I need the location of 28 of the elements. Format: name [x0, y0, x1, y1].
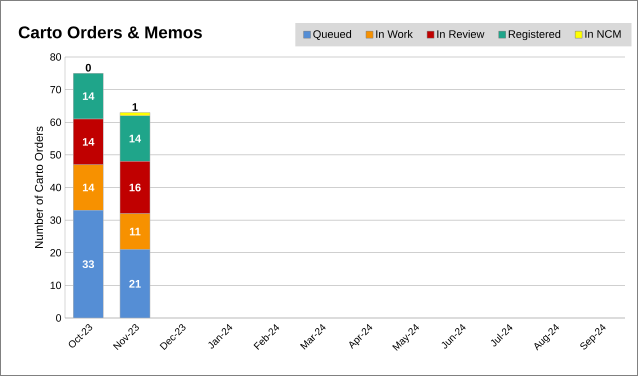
- data-label: 11: [130, 228, 140, 236]
- data-label: 14: [82, 184, 94, 192]
- data-label: 14: [82, 92, 94, 100]
- y-tick-label: 80: [50, 53, 62, 61]
- bar: [73, 210, 104, 318]
- legend-label: In Review: [437, 30, 484, 38]
- y-tick-label: 40: [50, 184, 62, 192]
- data-label: 14: [82, 138, 94, 146]
- bar: [120, 249, 150, 318]
- legend-label: Registered: [508, 30, 560, 40]
- y-axis-title: Number of Carto Orders: [34, 126, 43, 248]
- legend-label: In Work: [376, 30, 413, 38]
- y-tick-label: 20: [50, 249, 62, 256]
- data-label: 1: [132, 103, 138, 111]
- data-label: 33: [82, 260, 94, 268]
- y-tick-label: 50: [50, 151, 62, 159]
- y-tick-label: 10: [50, 282, 62, 290]
- y-tick-label: 60: [50, 118, 62, 126]
- y-tick-label: 30: [50, 216, 62, 224]
- data-label: 21: [129, 280, 141, 288]
- data-label: 0: [86, 64, 91, 72]
- y-tick-label: 0: [56, 314, 62, 322]
- legend-label: In NCM: [585, 30, 621, 38]
- data-label: 16: [130, 184, 141, 192]
- y-tick-label: 70: [50, 86, 62, 94]
- data-label: 14: [130, 134, 142, 142]
- chart-title: Carto Orders & Memos: [18, 26, 202, 38]
- legend-label: Queued: [313, 30, 352, 40]
